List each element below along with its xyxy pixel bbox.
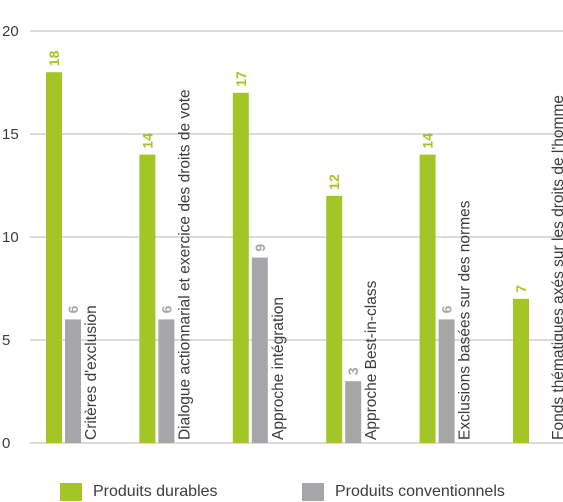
grid-lines (30, 30, 563, 444)
value-labels: 18 6 14 6 17 9 12 3 14 6 7 (46, 50, 529, 375)
y-tick-label: 15 (2, 126, 19, 143)
bars (46, 72, 529, 444)
legend-label-durables: Produits durables (93, 483, 218, 500)
y-tick-label: 10 (2, 229, 19, 246)
value-label-durables: 14 (420, 133, 436, 149)
value-label-durables: 7 (513, 285, 529, 293)
bar-conventionnels (158, 319, 175, 443)
value-label-durables: 17 (233, 71, 249, 87)
legend: Produits durables Produits conventionnel… (60, 482, 560, 502)
bar-durables (232, 92, 249, 444)
value-label-durables: 18 (46, 50, 62, 66)
bar-conventionnels (65, 319, 81, 443)
legend-swatch-durables (60, 483, 82, 501)
category-label: Approche Best-in-class (363, 280, 380, 440)
value-label-conventionnels: 9 (252, 244, 268, 252)
legend-item-durables: Produits durables (60, 482, 218, 502)
value-label-conventionnels: 6 (439, 305, 455, 313)
bar-conventionnels (251, 257, 268, 443)
y-tick-label: 20 (2, 23, 19, 40)
bar-durables (326, 195, 343, 443)
bar-durables (419, 154, 436, 443)
legend-label-conventionnels: Produits conventionnels (335, 483, 505, 500)
bar-chart: 0 5 10 15 20 Critères d'exclusion Dialogue ac… (2, 23, 563, 452)
value-label-conventionnels: 6 (65, 305, 81, 313)
bar-conventionnels (345, 381, 362, 443)
legend-swatch-conventionnels (302, 483, 324, 501)
value-label-durables: 14 (139, 133, 155, 149)
category-label: Critères d'exclusion (83, 305, 100, 440)
category-label: Dialogue actionnarial et exercice des dr… (176, 89, 193, 440)
category-label: Exclusions basées sur des normes (457, 200, 474, 440)
bar-durables (513, 298, 529, 443)
category-labels: Critères d'exclusion Dialogue actionnaria… (83, 89, 563, 440)
value-label-durables: 12 (326, 174, 342, 190)
bar-conventionnels (438, 319, 455, 443)
bar-durables (139, 154, 156, 443)
value-label-conventionnels: 6 (158, 305, 174, 313)
bar-durables (46, 72, 62, 443)
y-tick-label: 5 (2, 332, 10, 349)
category-label: Fonds thématiques axés sur les droits de… (550, 95, 563, 440)
y-axis-ticks: 0 5 10 15 20 (2, 23, 19, 452)
value-label-conventionnels: 3 (345, 367, 361, 375)
legend-item-conventionnels: Produits conventionnels (302, 482, 505, 502)
category-label: Approche intégration (270, 297, 287, 440)
y-tick-label: 0 (2, 435, 10, 452)
